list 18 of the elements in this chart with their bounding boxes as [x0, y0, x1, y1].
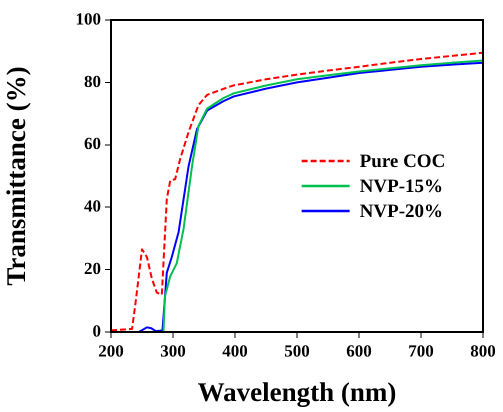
legend-label: NVP-15%	[360, 176, 444, 197]
x-tick-label: 600	[346, 342, 372, 361]
x-tick-label: 800	[470, 342, 496, 361]
x-tick-label: 200	[98, 342, 124, 361]
x-tick-label: 500	[284, 342, 310, 361]
x-tick-label: 700	[408, 342, 434, 361]
y-tick-label: 40	[84, 196, 101, 216]
y-tick-label: 80	[84, 72, 101, 91]
x-axis-title: Wavelength (nm)	[198, 376, 396, 407]
x-tick-label: 300	[160, 342, 186, 361]
y-tick-label: 100	[76, 9, 101, 28]
legend-label: NVP-20%	[360, 200, 444, 222]
y-axis-title: Transmittance (%)	[1, 66, 32, 286]
legend-label: Pure COC	[360, 150, 446, 172]
y-tick-label: 20	[84, 258, 101, 278]
y-tick-label: 0	[92, 321, 101, 340]
x-tick-label: 400	[222, 342, 248, 361]
y-tick-label: 60	[84, 134, 101, 154]
